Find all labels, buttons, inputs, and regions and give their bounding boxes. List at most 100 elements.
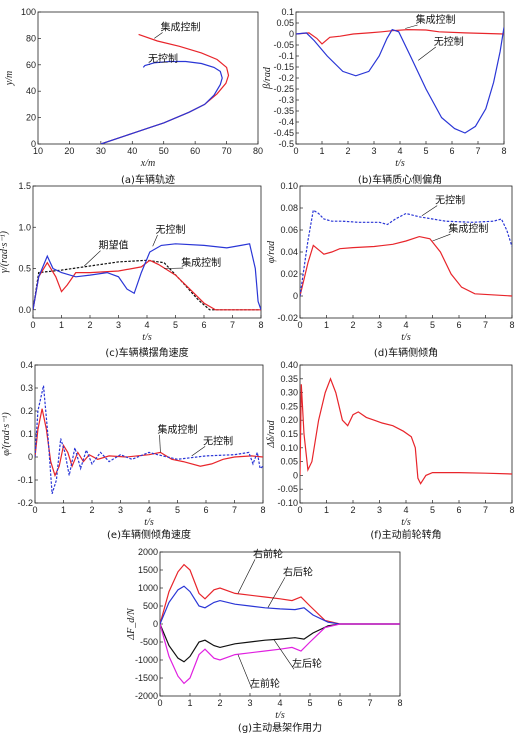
- x-tick-label: 5: [175, 505, 180, 515]
- y-tick-label: -1500: [135, 673, 158, 683]
- y-tick-label: -0.4: [278, 117, 294, 127]
- x-tick-label: 1: [187, 698, 192, 708]
- chart-caption: (f)主动前轮转角: [370, 528, 441, 541]
- x-tick-label: 7: [367, 698, 372, 708]
- y-tick-label: 60: [26, 60, 36, 70]
- x-tick-label: 7: [483, 320, 488, 330]
- y-axis-label: φ̇/(rad·s⁻¹): [1, 412, 12, 456]
- x-tick-label: 1: [324, 505, 329, 515]
- y-tick-label: 0.02: [280, 269, 298, 279]
- y-tick-label: 1.0: [18, 222, 31, 232]
- x-tick-label: 20: [64, 146, 74, 156]
- y-tick-label: -0.1: [278, 51, 294, 61]
- x-tick-label: 6: [337, 698, 342, 708]
- x-tick-label: 1: [319, 146, 324, 156]
- annotation-label: 无控制: [156, 223, 186, 236]
- x-axis-label: t/s: [144, 517, 154, 528]
- annotation-label: 右后轮: [283, 565, 313, 578]
- x-tick-label: 1: [59, 320, 64, 330]
- series-line-e-0: [35, 408, 263, 478]
- y-tick-label: 0.2: [20, 406, 33, 416]
- series-line-c-0: [33, 259, 261, 311]
- y-tick-label: 0: [293, 291, 298, 301]
- annotation-leader: [267, 577, 286, 608]
- y-tick-label: 0.10: [280, 181, 298, 191]
- x-tick-label: 3: [247, 698, 252, 708]
- series-line-g-1: [160, 585, 400, 625]
- y-tick-label: -0.2: [278, 73, 294, 83]
- y-tick-label: -500: [140, 637, 158, 647]
- x-tick-label: 0: [297, 320, 302, 330]
- y-axis-label: ΔF_d/N: [126, 607, 137, 641]
- x-tick-label: 8: [397, 698, 402, 708]
- chart-caption: (b)车辆质心侧偏角: [358, 173, 442, 186]
- x-tick-label: 10: [33, 146, 43, 156]
- chart-caption: (c)车辆横摆角速度: [105, 346, 188, 359]
- x-tick-label: 6: [201, 320, 206, 330]
- y-tick-label: -0.10: [277, 498, 298, 508]
- series-line-d-1: [300, 209, 512, 297]
- y-tick-label: 0.40: [280, 360, 298, 370]
- y-tick-label: -0.3: [278, 95, 294, 105]
- x-axis-label: t/s: [401, 332, 411, 343]
- y-tick-label: 0.3: [20, 383, 33, 393]
- x-tick-label: 5: [173, 320, 178, 330]
- y-tick-label: 0.1: [20, 429, 33, 439]
- annotation-leader: [273, 639, 295, 670]
- y-tick-label: 0.05: [280, 457, 298, 467]
- x-tick-label: 7: [230, 320, 235, 330]
- x-tick-label: 70: [222, 146, 232, 156]
- annotation-label: 集成控制: [161, 20, 201, 33]
- series-line-d-0: [300, 235, 512, 297]
- series-line-a-0: [100, 33, 230, 144]
- annotation-label: 期望值: [99, 239, 129, 252]
- y-axis-label: φ/rad: [266, 240, 277, 263]
- x-tick-label: 2: [87, 320, 92, 330]
- annotation-leader: [418, 46, 436, 61]
- y-tick-label: -0.05: [273, 40, 294, 50]
- annotation-label: 左前轮: [250, 677, 280, 690]
- y-axis-label: γ/(rad·s⁻¹): [0, 230, 10, 273]
- plot-frame: [295, 11, 505, 145]
- annotation-label: 左后轮: [292, 657, 322, 670]
- x-tick-label: 3: [116, 320, 121, 330]
- x-axis-label: x/m: [140, 158, 155, 169]
- x-tick-label: 8: [258, 320, 263, 330]
- annotation-label: 集成控制: [416, 13, 456, 26]
- annotation-leader: [154, 32, 163, 39]
- x-tick-label: 2: [89, 505, 94, 515]
- y-tick-label: 0.10: [280, 443, 298, 453]
- y-tick-label: 0: [153, 619, 158, 629]
- x-tick-label: 8: [501, 146, 506, 156]
- y-tick-label: 0.05: [276, 18, 294, 28]
- x-axis-label: t/s: [395, 158, 405, 169]
- y-tick-label: 0.06: [280, 225, 298, 235]
- y-tick-label: 0.5: [18, 264, 31, 274]
- x-tick-label: 2: [217, 698, 222, 708]
- y-tick-label: 0: [28, 452, 33, 462]
- chart-g: 0 1 2 3 4 5 6 7 8 -2000 -1500 -1000 -500 0 500 1000 1500…: [126, 547, 403, 734]
- y-tick-label: -0.35: [273, 106, 294, 116]
- x-tick-label: 0: [157, 698, 162, 708]
- x-tick-label: 4: [403, 505, 408, 515]
- annotation-label: 集成控制: [158, 423, 198, 436]
- y-tick-label: -0.25: [273, 84, 294, 94]
- x-tick-label: 40: [127, 146, 137, 156]
- annotation-leader: [237, 559, 256, 594]
- x-tick-label: 0: [293, 146, 298, 156]
- y-tick-label: 0.35: [280, 374, 298, 384]
- x-tick-label: 2: [350, 320, 355, 330]
- annotation-label: 无控制: [148, 52, 178, 65]
- y-tick-label: -0.2: [17, 498, 33, 508]
- x-tick-label: 4: [144, 320, 149, 330]
- y-tick-label: 0.30: [280, 388, 298, 398]
- annotation-leader: [432, 233, 451, 242]
- x-tick-label: 6: [203, 505, 208, 515]
- x-tick-label: 3: [371, 146, 376, 156]
- y-tick-label: -2000: [135, 691, 158, 701]
- x-tick-label: 80: [253, 146, 263, 156]
- chart-b: 0 1 2 3 4 5 6 7 8 -0.5-0.45-0.4-0.35-0.3-0.25-0.2…: [262, 7, 507, 186]
- x-tick-label: 50: [159, 146, 169, 156]
